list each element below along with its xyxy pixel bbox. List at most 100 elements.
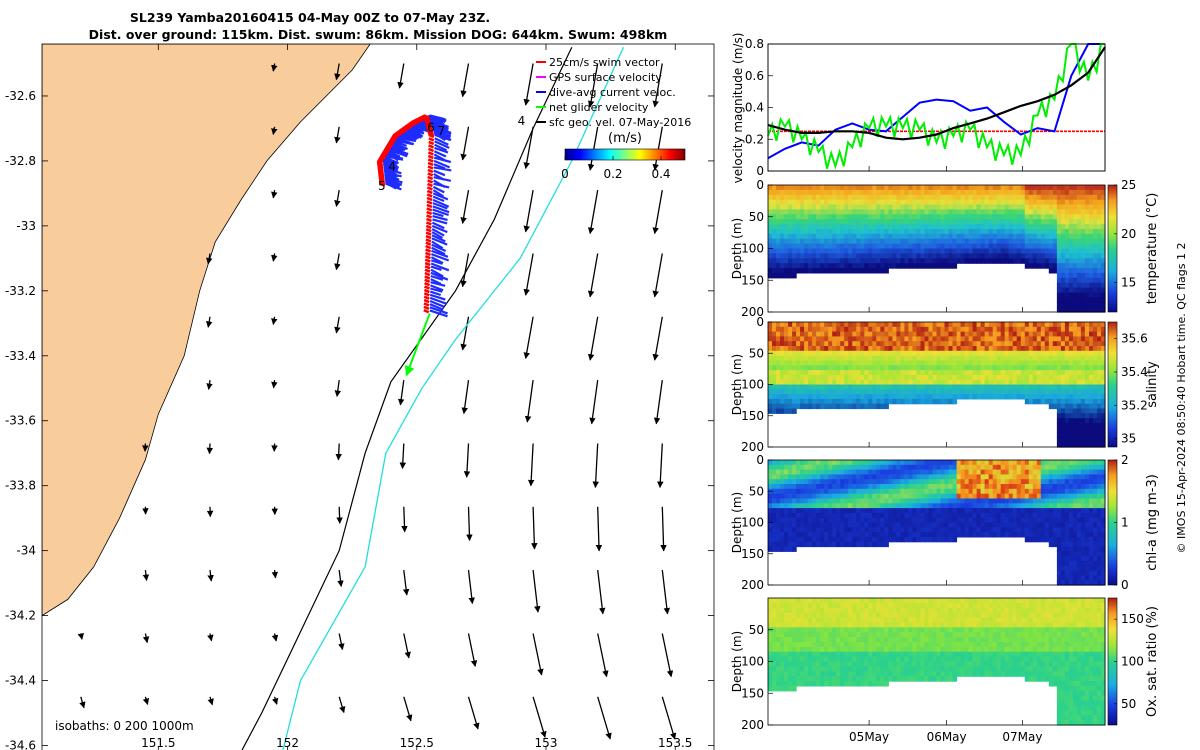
section-cell — [1004, 346, 1010, 352]
section-cell — [796, 238, 801, 245]
section-cell — [800, 370, 805, 376]
section-cell — [988, 185, 994, 191]
section-cell — [796, 233, 801, 240]
section-cell — [792, 532, 797, 538]
section-cell — [1004, 488, 1010, 495]
section-cell — [796, 336, 801, 342]
section-cell — [864, 379, 869, 386]
section-cell — [820, 229, 825, 235]
section-cell — [840, 508, 845, 514]
section-cell — [956, 322, 962, 328]
section-cell — [840, 398, 845, 405]
section-cell — [792, 479, 797, 485]
section-cell — [860, 460, 865, 466]
section-cell — [1040, 233, 1046, 240]
section-cell — [900, 474, 905, 480]
section-cell — [904, 341, 909, 347]
section-cell — [860, 185, 865, 191]
section-cell — [1036, 194, 1042, 201]
section-cell — [1101, 437, 1106, 443]
section-cell — [804, 460, 809, 466]
section-cell — [840, 346, 845, 352]
section-cell — [844, 346, 849, 352]
section-cell — [796, 508, 801, 514]
section-cell — [1044, 214, 1050, 220]
section-cell — [892, 209, 897, 215]
section-cell — [1012, 374, 1018, 381]
section-cell — [784, 185, 789, 191]
geo-velocity-vector — [401, 506, 408, 533]
section-cell — [880, 498, 885, 504]
section-cell — [976, 209, 982, 215]
section-cell — [1012, 464, 1018, 471]
section-cell — [800, 517, 805, 524]
section-cell — [984, 248, 990, 254]
section-cell — [1024, 243, 1030, 250]
section-cell — [976, 219, 982, 225]
section-cell — [1028, 493, 1034, 500]
section-cell — [924, 346, 930, 352]
section-cell — [1012, 512, 1018, 519]
section-cell — [1068, 219, 1074, 225]
current-vector — [430, 278, 442, 285]
section-cell — [960, 532, 966, 538]
section-cell — [1080, 418, 1086, 424]
section-cell — [880, 341, 885, 347]
section-cell — [980, 512, 986, 519]
section-cell — [992, 460, 998, 466]
section-cell — [924, 331, 930, 337]
section-cell — [788, 374, 793, 381]
section-cell — [836, 464, 841, 471]
section-cell — [932, 219, 938, 225]
section-cell — [768, 460, 773, 466]
section-cell — [924, 469, 930, 475]
section-cell — [984, 243, 990, 250]
section-cell — [1101, 272, 1106, 279]
section-cell — [820, 536, 825, 543]
section-cell — [1040, 460, 1046, 466]
section-cell — [1020, 522, 1026, 528]
section-cell — [944, 346, 950, 352]
section-cell — [1076, 229, 1082, 235]
section-cell — [876, 331, 881, 337]
section-cell — [960, 189, 966, 196]
section-cell — [1040, 379, 1046, 386]
section-cell — [912, 214, 917, 220]
section-cell — [1072, 437, 1078, 443]
section-cell — [1101, 398, 1106, 405]
section-cell — [792, 503, 797, 509]
section-cell — [936, 189, 942, 196]
section-cell — [972, 341, 978, 347]
section-cell — [976, 488, 982, 495]
section-cell — [880, 384, 885, 390]
section-cell — [860, 224, 865, 230]
section-cell — [1097, 253, 1102, 259]
section-cell — [968, 394, 974, 400]
section-cell — [1056, 508, 1062, 514]
section-cell — [808, 346, 813, 352]
section-cell — [1080, 243, 1086, 250]
section-cell — [940, 199, 946, 206]
section-cell — [960, 209, 966, 215]
section-cell — [788, 527, 793, 533]
section-cell — [944, 536, 950, 543]
section-cell — [1093, 379, 1098, 386]
section-cell — [876, 374, 881, 381]
section-cell — [776, 224, 781, 230]
section-cell — [880, 204, 885, 210]
section-cell — [1016, 379, 1022, 386]
section-cell — [984, 350, 990, 357]
section-cell — [796, 398, 801, 405]
section-cell — [952, 379, 958, 386]
section-cell — [976, 238, 982, 245]
section-cell — [996, 199, 1002, 206]
section-cell — [1064, 394, 1070, 400]
section-cell — [828, 479, 833, 485]
current-vector — [434, 133, 451, 142]
section-cell — [976, 370, 982, 376]
section-cell — [932, 229, 938, 235]
section-cell — [1084, 307, 1090, 313]
section-cell — [916, 527, 921, 533]
swim-vector — [426, 189, 433, 195]
section-cell — [788, 185, 793, 191]
